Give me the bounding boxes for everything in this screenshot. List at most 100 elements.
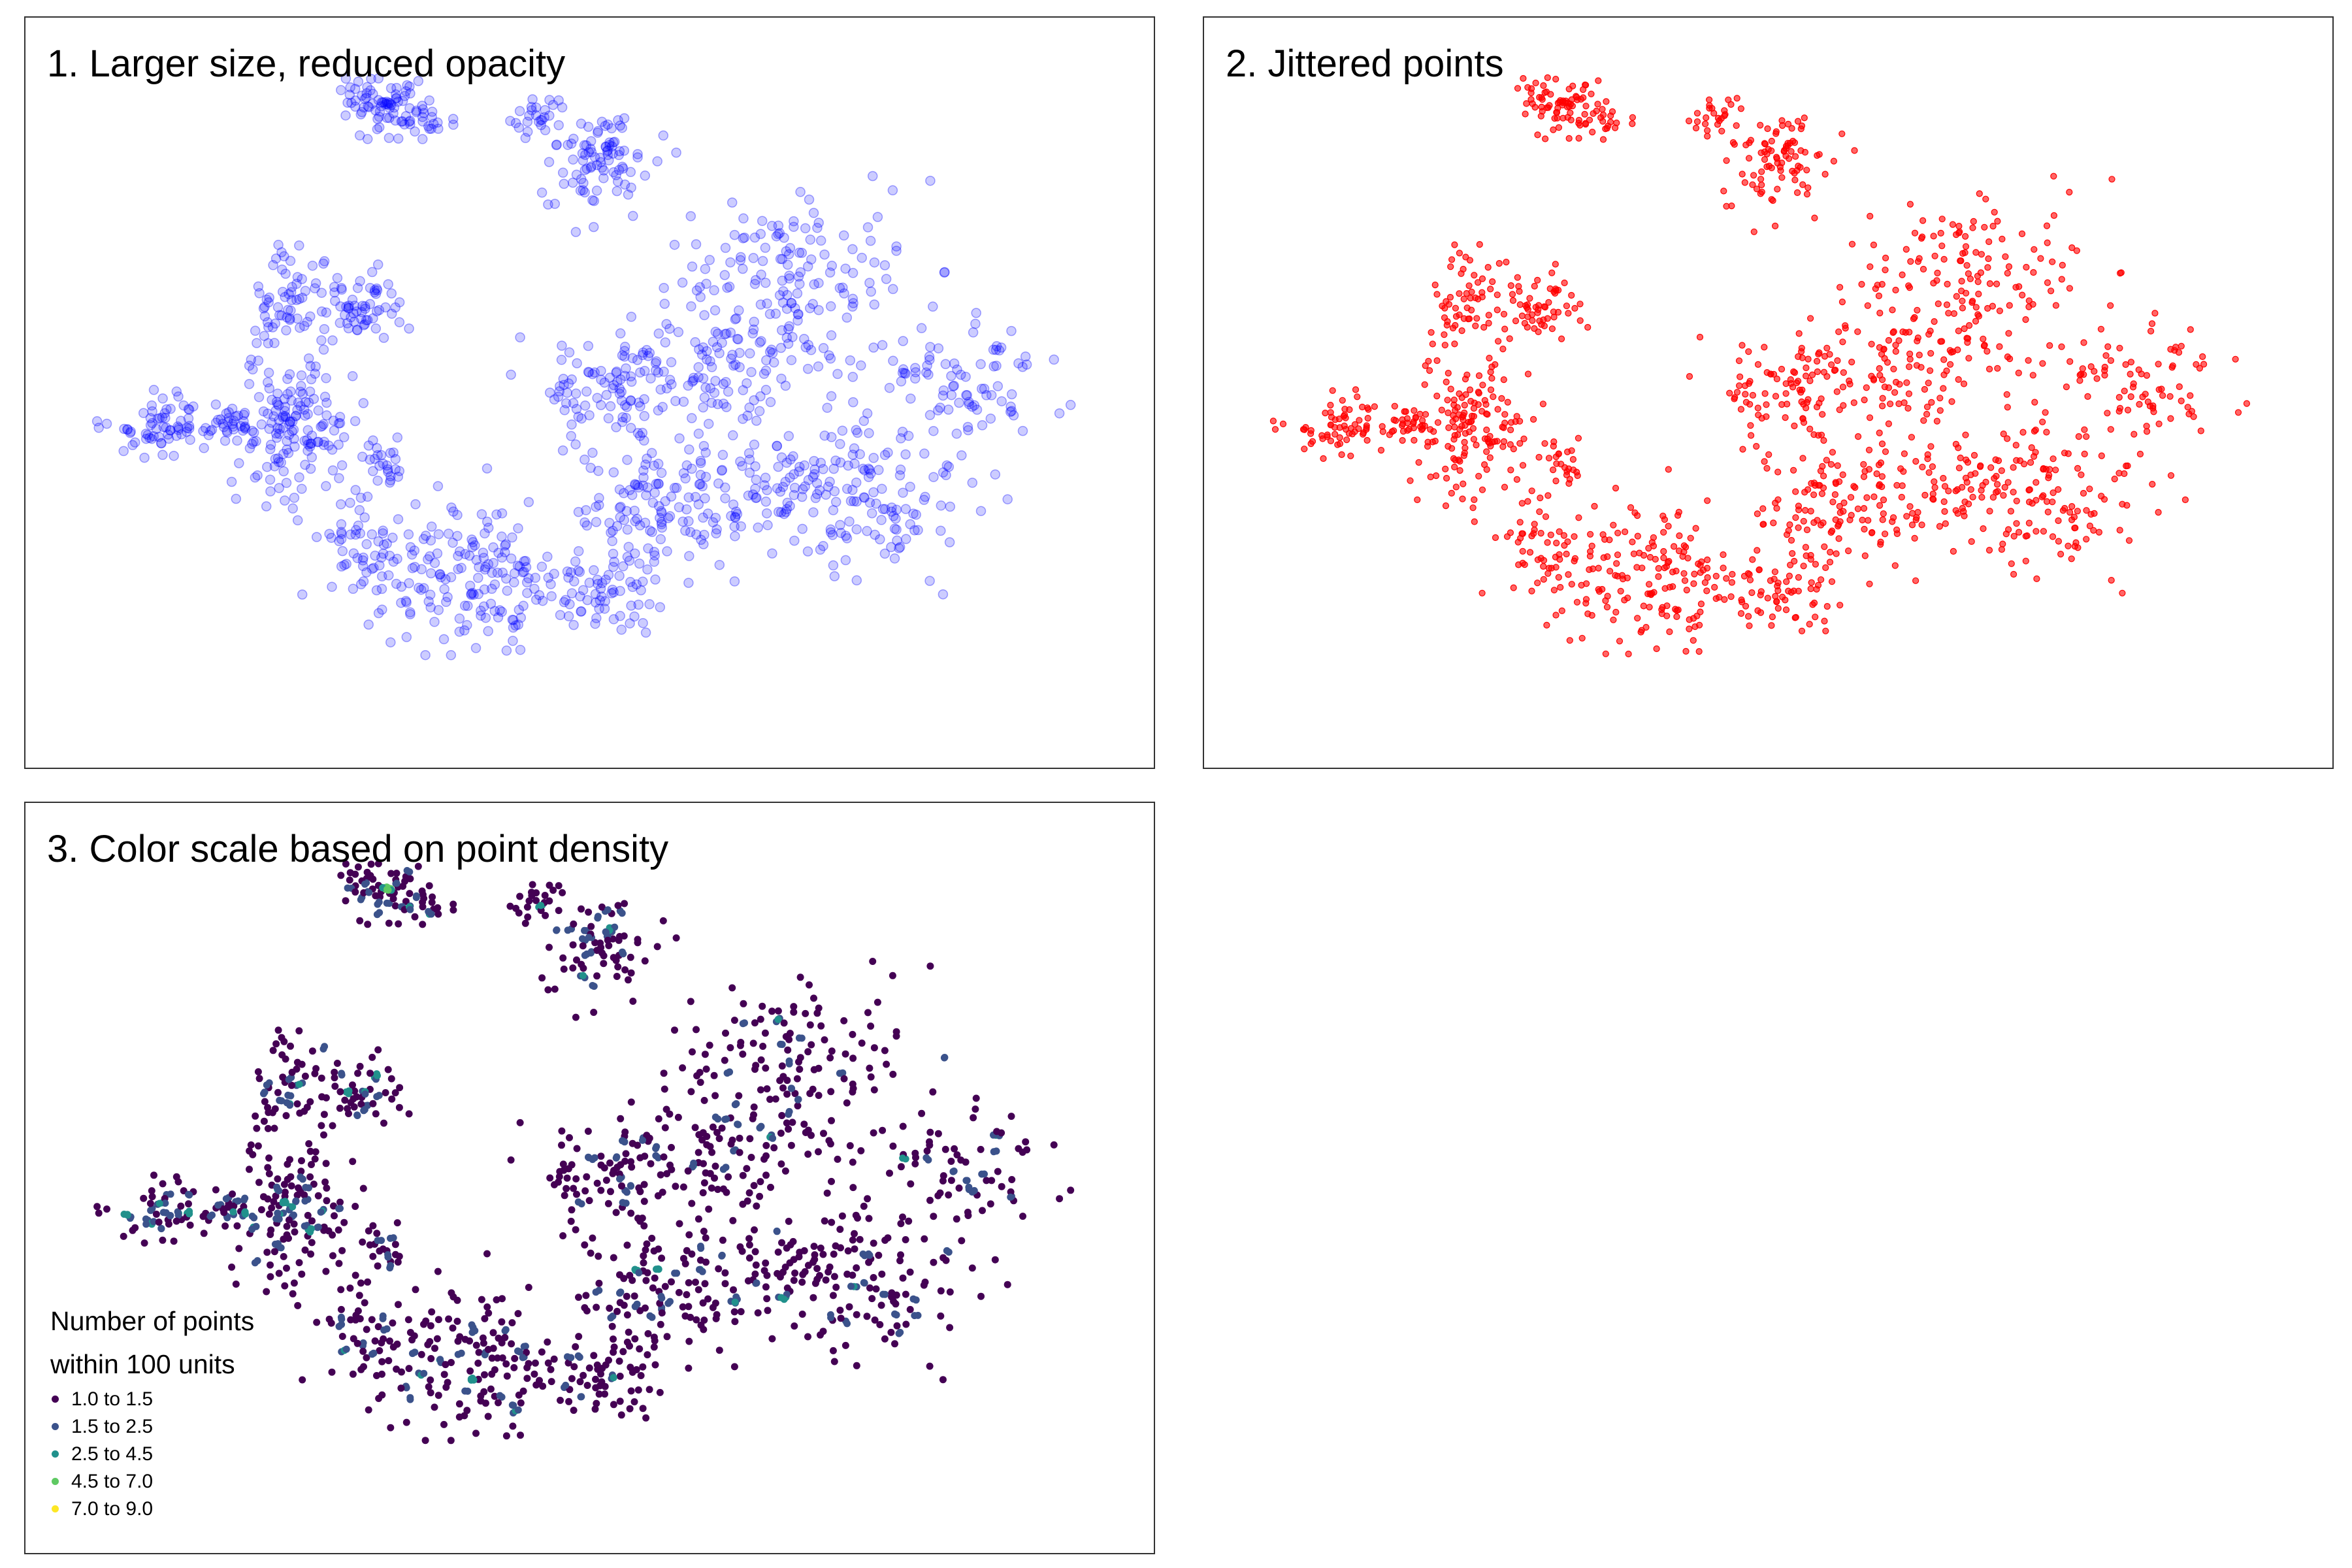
- data-point: [1786, 572, 1793, 580]
- data-point: [414, 862, 422, 870]
- data-point: [656, 506, 666, 517]
- data-point: [926, 962, 934, 970]
- data-point: [694, 1215, 702, 1223]
- data-point: [574, 566, 585, 578]
- data-point: [294, 240, 304, 251]
- data-point: [934, 1130, 942, 1137]
- data-point: [165, 425, 176, 436]
- data-point: [531, 1370, 538, 1378]
- data-point: [1534, 580, 1541, 587]
- data-point: [425, 882, 433, 890]
- data-point: [1544, 539, 1551, 546]
- data-point: [668, 1143, 675, 1151]
- data-point: [696, 1256, 704, 1264]
- data-point: [336, 85, 346, 95]
- data-point: [264, 292, 274, 303]
- data-point: [1972, 249, 1980, 256]
- data-point: [336, 529, 347, 539]
- data-point: [660, 337, 671, 348]
- data-point: [764, 346, 776, 357]
- data-point: [654, 1192, 662, 1200]
- data-point: [785, 454, 796, 465]
- data-point: [1942, 520, 1949, 527]
- data-point: [808, 1041, 815, 1049]
- data-point: [1427, 426, 1434, 433]
- data-point: [1471, 518, 1478, 525]
- data-point: [729, 576, 740, 587]
- data-point: [840, 555, 851, 566]
- data-point: [651, 1274, 659, 1282]
- data-point: [1504, 399, 1511, 406]
- data-point: [161, 1200, 169, 1207]
- data-point: [362, 315, 373, 325]
- data-point: [1499, 346, 1507, 353]
- data-point: [951, 429, 962, 439]
- data-point: [125, 426, 136, 437]
- data-point: [865, 1258, 873, 1266]
- data-point: [675, 1288, 683, 1296]
- data-point: [557, 445, 568, 456]
- data-point: [1501, 483, 1509, 491]
- data-point: [889, 1070, 897, 1078]
- data-point: [319, 323, 330, 335]
- data-point: [406, 875, 414, 883]
- data-point: [264, 1103, 272, 1111]
- data-point: [895, 465, 906, 475]
- data-point: [354, 863, 362, 871]
- data-point: [2097, 325, 2105, 333]
- data-point: [281, 1188, 289, 1196]
- legend-swatch: [52, 1450, 59, 1458]
- data-point: [1840, 402, 1847, 409]
- data-point: [685, 527, 696, 538]
- data-point: [1919, 463, 1926, 470]
- data-point: [641, 490, 651, 500]
- data-point: [711, 1092, 719, 1100]
- data-point: [1451, 340, 1458, 348]
- data-point: [400, 86, 412, 97]
- data-point: [809, 464, 820, 475]
- data-point: [948, 381, 958, 391]
- data-point: [1552, 477, 1560, 485]
- data-point: [248, 427, 259, 438]
- data-point: [393, 870, 400, 877]
- data-point: [1938, 338, 1946, 345]
- data-point: [285, 416, 295, 427]
- data-point: [252, 338, 262, 348]
- data-point: [785, 1036, 793, 1043]
- data-point: [300, 397, 311, 408]
- data-point: [1521, 561, 1528, 568]
- data-point: [671, 147, 681, 158]
- data-point: [702, 1065, 710, 1073]
- data-point: [896, 433, 906, 444]
- data-point: [363, 440, 374, 451]
- data-point: [2057, 550, 2065, 558]
- data-point: [214, 1201, 222, 1209]
- data-point: [721, 1269, 729, 1277]
- data-point: [821, 1036, 828, 1044]
- data-point: [1985, 365, 1993, 373]
- data-point: [774, 290, 785, 301]
- data-point: [785, 242, 796, 253]
- data-point: [373, 1230, 381, 1237]
- data-point: [530, 572, 541, 583]
- data-point: [394, 1258, 402, 1266]
- data-point: [1524, 370, 1532, 378]
- data-point: [508, 1401, 516, 1409]
- data-point: [1563, 103, 1571, 110]
- data-point: [583, 340, 594, 351]
- data-point: [2055, 538, 2063, 545]
- data-point: [1347, 452, 1354, 459]
- data-point: [768, 357, 779, 368]
- data-point: [1670, 543, 1678, 550]
- data-point: [1329, 387, 1336, 394]
- data-point: [844, 1247, 852, 1255]
- data-point: [1921, 491, 1929, 499]
- data-point: [2130, 380, 2137, 387]
- data-point: [404, 116, 415, 127]
- data-point: [1495, 338, 1502, 345]
- data-point: [653, 1143, 661, 1151]
- data-point: [1964, 459, 1972, 466]
- data-point: [1768, 137, 1775, 145]
- data-point: [946, 1288, 954, 1296]
- data-point: [1704, 574, 1711, 581]
